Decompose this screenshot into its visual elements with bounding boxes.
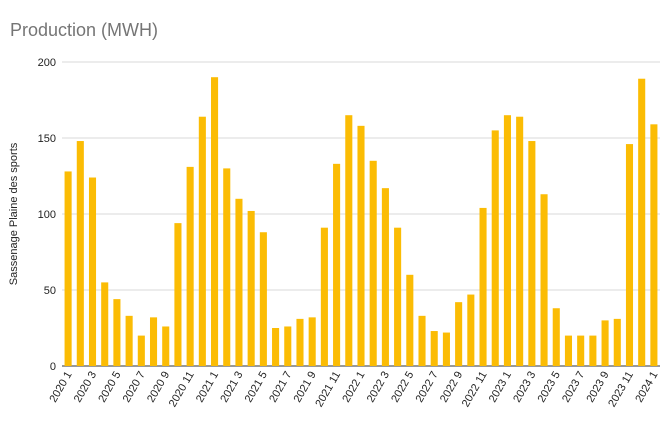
x-tick-label: 2021 5 — [243, 370, 270, 405]
bar — [259, 232, 267, 366]
bar — [442, 332, 450, 366]
bar — [223, 168, 231, 366]
bar — [638, 78, 646, 366]
bar — [479, 207, 487, 366]
bar — [467, 294, 475, 366]
x-tick-label: 2020 3 — [72, 370, 99, 405]
bar — [650, 124, 658, 366]
y-axis-title: Sassenage Plaine des sports — [8, 142, 20, 285]
bar — [503, 115, 511, 366]
bar — [296, 318, 304, 366]
bar — [601, 320, 609, 366]
bar — [613, 318, 621, 366]
bar — [308, 317, 316, 366]
x-tick-label: 2021 7 — [267, 370, 294, 405]
bar — [137, 335, 145, 366]
bar — [357, 125, 365, 366]
bars — [64, 77, 658, 366]
bar — [284, 326, 292, 366]
x-tick-label: 2023 3 — [511, 370, 538, 405]
chart-title: Production (MWH) — [10, 20, 159, 40]
bar — [162, 326, 170, 366]
x-tick-label: 2023 1 — [487, 370, 514, 405]
bar — [113, 299, 121, 366]
bar — [211, 77, 219, 366]
bar — [320, 227, 328, 366]
bar — [149, 317, 158, 366]
x-tick-label: 2020 1 — [47, 370, 74, 405]
x-tick-label: 2022 7 — [414, 370, 441, 405]
x-tick-label: 2022 1 — [340, 370, 367, 405]
y-tick-label: 200 — [38, 57, 56, 69]
bar — [174, 223, 182, 366]
bar — [577, 335, 585, 366]
bar — [247, 210, 255, 366]
bar — [430, 331, 438, 366]
x-tick-label: 2022 5 — [389, 370, 416, 405]
bar — [333, 163, 341, 366]
y-tick-label: 100 — [38, 209, 56, 221]
x-tick-label: 2020 7 — [121, 370, 148, 405]
bar — [381, 188, 389, 366]
bar — [394, 227, 402, 366]
bar — [198, 116, 206, 366]
x-tick-label: 2022 3 — [365, 370, 392, 405]
x-tick-label: 2024 1 — [633, 370, 660, 405]
bar — [272, 328, 280, 366]
bar — [564, 335, 573, 366]
x-tick-label: 2023 7 — [560, 370, 587, 405]
y-axis-ticks: 0 50 100 150 200 — [38, 57, 56, 373]
bar — [528, 141, 536, 366]
bar — [125, 315, 133, 366]
y-tick-label: 150 — [38, 133, 56, 145]
bar — [88, 177, 97, 366]
bar — [101, 282, 109, 366]
bar — [455, 302, 463, 366]
bar — [491, 130, 499, 366]
bar — [418, 315, 426, 366]
x-tick-label: 2021 3 — [218, 370, 245, 405]
bar — [589, 335, 597, 366]
x-tick-label: 2020 5 — [96, 370, 123, 405]
bar — [369, 160, 377, 366]
bar — [76, 141, 84, 366]
x-tick-label: 2023 5 — [536, 370, 563, 405]
bar — [516, 116, 524, 366]
bar — [406, 274, 414, 366]
bar — [625, 144, 634, 366]
bar — [345, 115, 353, 366]
bar — [235, 198, 243, 366]
y-tick-label: 0 — [50, 361, 56, 373]
bar — [64, 171, 72, 366]
bar — [186, 166, 194, 366]
bar — [552, 308, 560, 366]
y-tick-label: 50 — [44, 285, 56, 297]
bar — [540, 194, 548, 366]
x-tick-label: 2021 1 — [194, 370, 221, 405]
